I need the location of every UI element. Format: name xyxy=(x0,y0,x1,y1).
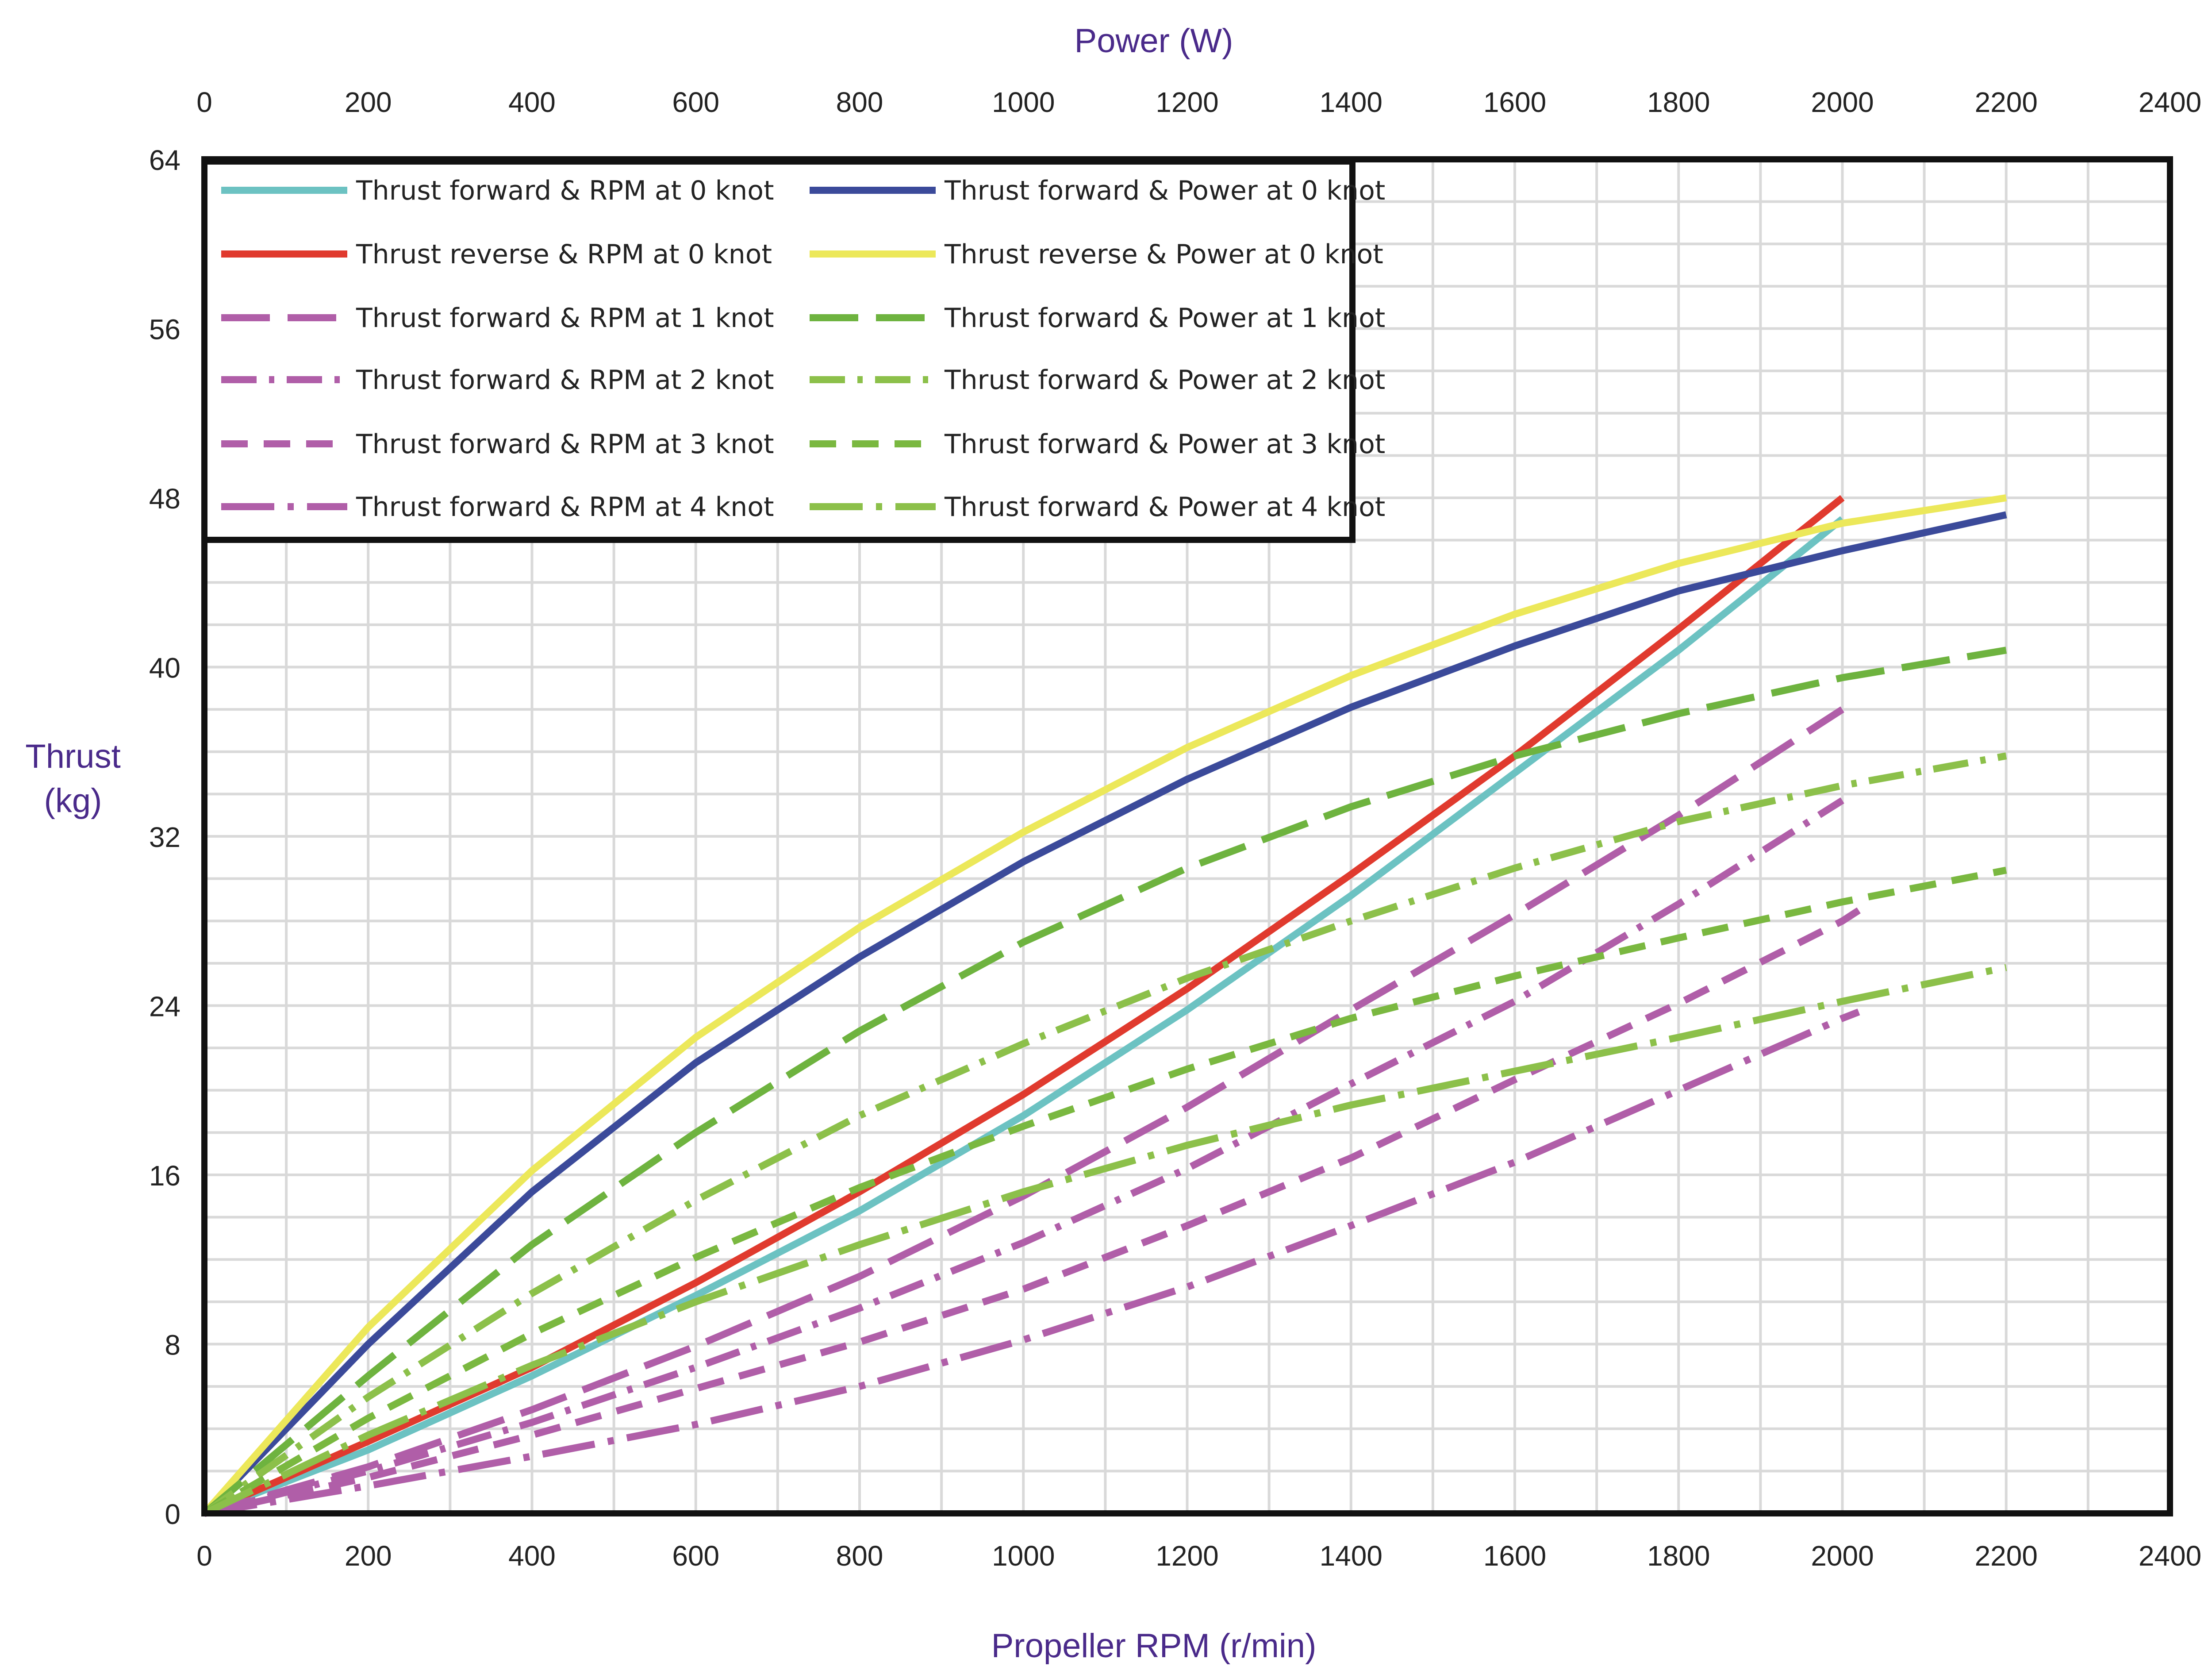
y-tick-label: 16 xyxy=(149,1160,180,1192)
x-tick-label: 2400 xyxy=(2139,1540,2201,1572)
legend-box xyxy=(201,158,1356,543)
series-line-6 xyxy=(204,1008,1860,1517)
series-line-12 xyxy=(203,964,2007,1517)
series-line-5 xyxy=(204,907,1861,1517)
y-tick-label: 24 xyxy=(149,991,180,1023)
legend-label-1: Thrust forward & RPM at 0 knot xyxy=(356,175,774,206)
y-tick-label: 48 xyxy=(149,483,180,515)
series-line-7 xyxy=(202,511,2007,1516)
legend-label-5: Thrust forward & RPM at 3 knot xyxy=(356,429,774,460)
series-line-1 xyxy=(203,516,1845,1517)
x-tick-label: 800 xyxy=(836,1540,883,1572)
top-tick-label: 1000 xyxy=(992,86,1055,118)
legend: Thrust forward & RPM at 0 knot Thrust rev… xyxy=(201,158,1385,543)
y-tick-label: 8 xyxy=(165,1329,180,1361)
y-axis-title-line-2: (kg) xyxy=(44,782,102,820)
top-tick-label: 0 xyxy=(196,86,212,118)
top-tick-label: 1400 xyxy=(1320,86,1382,118)
series-line-10 xyxy=(202,752,2007,1516)
legend-label-10: Thrust forward & Power at 2 knot xyxy=(944,365,1385,396)
series-line-8 xyxy=(201,494,2007,1516)
legend-label-9: Thrust forward & Power at 1 knot xyxy=(944,303,1385,334)
top-axis-title: Power (W) xyxy=(1075,22,1233,60)
legend-label-11: Thrust forward & Power at 3 knot xyxy=(944,429,1385,460)
top-tick-label: 2000 xyxy=(1811,86,1874,118)
x-tick-label: 400 xyxy=(508,1540,556,1572)
y-tick-label: 40 xyxy=(149,652,180,684)
x-tick-label: 600 xyxy=(672,1540,719,1572)
x-tick-label: 200 xyxy=(345,1540,392,1572)
legend-label-4: Thrust forward & RPM at 2 knot xyxy=(356,365,774,396)
legend-label-8: Thrust reverse & Power at 0 knot xyxy=(944,239,1383,270)
series-line-4 xyxy=(204,797,1844,1517)
top-tick-label: 400 xyxy=(508,86,556,118)
tick-labels: 0 200 400 600 800 1000 1200 1400 1600 1800 2000 220… xyxy=(149,86,2201,1572)
x-tick-label: 1400 xyxy=(1320,1540,1382,1572)
legend-label-12: Thrust forward & Power at 4 knot xyxy=(944,492,1385,523)
legend-label-7: Thrust forward & Power at 0 knot xyxy=(944,175,1385,206)
y-tick-label: 0 xyxy=(165,1498,180,1530)
top-tick-label: 2200 xyxy=(1975,86,2038,118)
x-tick-label: 1200 xyxy=(1156,1540,1218,1572)
x-tick-label: 1000 xyxy=(992,1540,1055,1572)
x-axis-title: Propeller RPM (r/min) xyxy=(991,1627,1317,1665)
top-tick-label: 1600 xyxy=(1483,86,1546,118)
top-tick-label: 800 xyxy=(836,86,883,118)
x-tick-label: 1800 xyxy=(1647,1540,1710,1572)
x-tick-label: 2200 xyxy=(1975,1540,2038,1572)
legend-label-6: Thrust forward & RPM at 4 knot xyxy=(356,492,774,523)
x-tick-label: 1600 xyxy=(1483,1540,1546,1572)
series-line-11 xyxy=(202,866,2007,1516)
top-tick-label: 2400 xyxy=(2139,86,2201,118)
series-lines xyxy=(201,494,2007,1517)
legend-label-2: Thrust reverse & RPM at 0 knot xyxy=(356,239,772,270)
top-tick-label: 600 xyxy=(672,86,719,118)
y-tick-label: 64 xyxy=(149,144,180,176)
y-tick-label: 56 xyxy=(149,314,180,346)
legend-label-3: Thrust forward & RPM at 1 knot xyxy=(356,303,774,334)
series-line-9 xyxy=(202,647,2007,1516)
x-tick-label: 2000 xyxy=(1811,1540,1874,1572)
top-tick-label: 1200 xyxy=(1156,86,1218,118)
top-tick-label: 200 xyxy=(345,86,392,118)
series-line-3 xyxy=(203,706,1844,1517)
x-tick-label: 0 xyxy=(196,1540,212,1572)
y-axis-title-line-1: Thrust xyxy=(25,738,120,775)
top-tick-label: 1800 xyxy=(1647,86,1710,118)
y-tick-label: 32 xyxy=(149,821,180,853)
